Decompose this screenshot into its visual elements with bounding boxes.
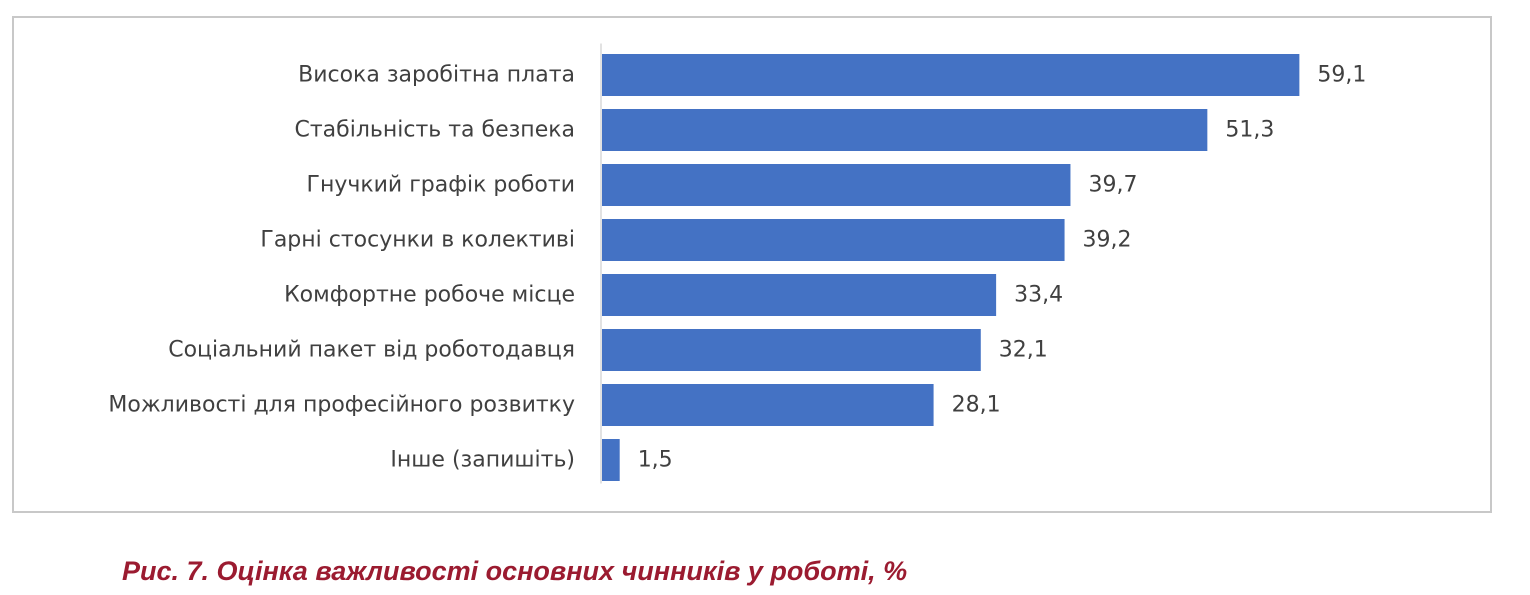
- value-label: 32,1: [999, 338, 1048, 363]
- figure-caption: Рис. 7. Оцінка важливості основних чинни…: [122, 556, 908, 586]
- bar: [602, 329, 981, 371]
- value-label: 33,4: [1014, 283, 1063, 308]
- category-label: Комфортне робоче місце: [284, 283, 575, 308]
- category-label: Соціальний пакет від роботодавця: [168, 338, 575, 363]
- category-label: Гнучкий графік роботи: [307, 173, 575, 198]
- value-label: 39,7: [1088, 173, 1137, 198]
- value-label: 28,1: [952, 393, 1001, 418]
- chart-frame: [12, 16, 1492, 513]
- category-label: Висока заробітна плата: [298, 63, 575, 88]
- value-labels-group: 59,1 51,3 39,7 39,2 33,4 32,1 28,1 1,5: [638, 63, 1367, 473]
- bar: [602, 384, 934, 426]
- category-label: Інше (запишіть): [390, 448, 575, 473]
- category-label: Стабільність та безпека: [294, 118, 575, 143]
- bar: [602, 274, 997, 316]
- category-label: Можливості для професійного розвитку: [108, 393, 575, 418]
- value-label: 1,5: [638, 448, 673, 473]
- category-labels-group: Висока заробітна плата Стабільність та бе…: [108, 63, 575, 473]
- bar: [602, 439, 620, 481]
- category-label: Гарні стосунки в колективі: [260, 228, 575, 253]
- bar: [602, 164, 1071, 206]
- bar: [602, 54, 1300, 96]
- value-label: 39,2: [1083, 228, 1132, 253]
- value-label: 59,1: [1317, 63, 1366, 88]
- bars-group: [602, 54, 1300, 481]
- bar: [602, 109, 1208, 151]
- value-label: 51,3: [1225, 118, 1274, 143]
- bar: [602, 219, 1065, 261]
